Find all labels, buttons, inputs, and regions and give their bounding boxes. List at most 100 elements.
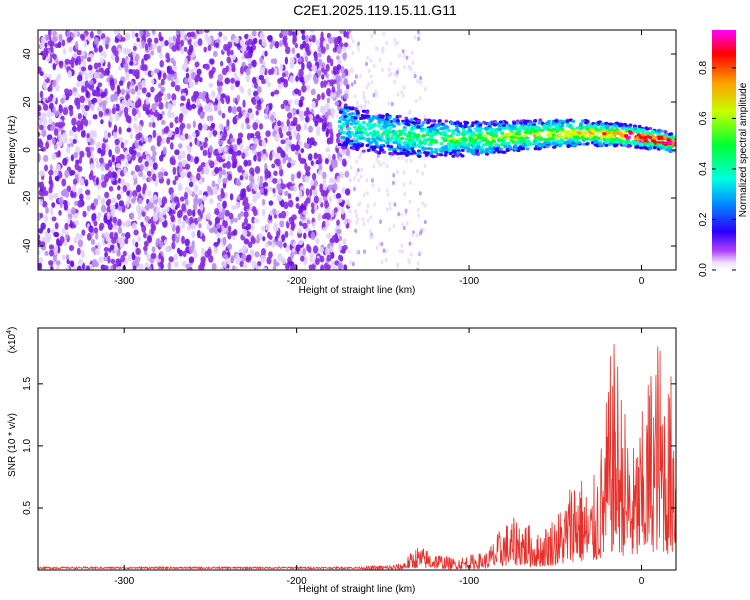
heatmap-cell	[366, 114, 371, 118]
heatmap-cell	[476, 142, 481, 146]
heatmap-cell	[226, 50, 231, 57]
heatmap-cell	[132, 265, 137, 270]
heatmap-cell	[51, 202, 56, 208]
heatmap-cell	[410, 50, 414, 55]
heatmap-cell	[604, 125, 609, 129]
heatmap-cell	[59, 236, 65, 244]
heatmap-cell	[38, 257, 44, 264]
heatmap-cell	[272, 187, 276, 194]
heatmap-cell	[276, 120, 282, 127]
heatmap-cell	[408, 260, 412, 265]
heatmap-cell	[262, 148, 267, 154]
heatmap-cell	[382, 161, 386, 166]
heatmap-cell	[268, 200, 274, 206]
heatmap-cell	[276, 182, 282, 190]
heatmap-cell	[64, 190, 70, 199]
heatmap-cell	[614, 127, 619, 131]
heatmap-cell	[516, 140, 521, 144]
heatmap-cell	[137, 214, 142, 220]
heatmap-cell	[439, 127, 444, 131]
heatmap-cell	[353, 116, 358, 120]
heatmap-cell	[596, 120, 601, 125]
heatmap-cell	[535, 138, 540, 142]
heatmap-cell	[496, 150, 501, 154]
heatmap-cell	[170, 112, 175, 118]
heatmap-cell	[489, 132, 494, 137]
heatmap-cell	[202, 123, 208, 131]
heatmap-cell	[105, 234, 109, 242]
heatmap-cell	[341, 107, 346, 112]
heatmap-cell	[330, 210, 335, 218]
heatmap-cell	[107, 171, 113, 179]
heatmap-cell	[349, 165, 353, 170]
heatmap-cell	[324, 247, 330, 256]
heatmap-cell	[80, 51, 86, 57]
heatmap-cell	[204, 30, 210, 34]
heatmap-cell	[202, 90, 207, 96]
heatmap-cell	[281, 125, 288, 132]
heatmap-cell	[593, 141, 598, 145]
heatmap-cell	[249, 174, 254, 183]
heatmap-cell	[305, 34, 310, 43]
heatmap-cell	[395, 119, 400, 123]
heatmap-cell	[243, 111, 247, 119]
heatmap-cell	[575, 126, 580, 130]
heatmap-cell	[48, 118, 53, 124]
heatmap-cell	[604, 143, 609, 147]
heatmap-cell	[663, 130, 668, 134]
heatmap-cell	[455, 154, 460, 158]
heatmap-cell	[113, 130, 118, 139]
heatmap-cell	[370, 80, 374, 85]
heatmap-cell	[322, 179, 327, 185]
heatmap-cell	[294, 98, 300, 106]
heatmap-cell	[404, 208, 408, 214]
heatmap-cell	[294, 88, 300, 95]
heatmap-cell	[97, 147, 102, 154]
heatmap-cell	[90, 239, 96, 246]
heatmap-cell	[99, 57, 105, 64]
heatmap-cell	[135, 133, 141, 141]
heatmap-cell	[297, 239, 304, 246]
heatmap-cell	[544, 121, 549, 125]
heatmap-cell	[304, 56, 309, 63]
heatmap-cell	[93, 198, 99, 207]
heatmap-cell	[483, 134, 488, 138]
heatmap-cell	[533, 129, 538, 133]
heatmap-cell	[232, 161, 237, 169]
heatmap-cell	[366, 139, 371, 143]
heatmap-cell	[91, 97, 98, 104]
heatmap-cell	[261, 139, 267, 148]
heatmap-cell	[204, 250, 210, 258]
heatmap-cell	[274, 152, 280, 161]
heatmap-cell	[369, 229, 372, 234]
heatmap-cell	[98, 110, 104, 118]
heatmap-cell	[218, 87, 222, 96]
heatmap-cell	[404, 158, 408, 164]
heatmap-cell	[652, 146, 657, 150]
heatmap-cell	[359, 73, 362, 79]
heatmap-cell	[274, 134, 280, 143]
heatmap-cell	[41, 112, 47, 118]
heatmap-cell	[349, 260, 353, 265]
heatmap-cell	[500, 131, 505, 136]
heatmap-cell	[239, 38, 245, 47]
heatmap-cell	[352, 125, 357, 129]
heatmap-cell	[475, 152, 480, 157]
heatmap-cell	[65, 234, 69, 240]
heatmap-cell	[44, 49, 49, 55]
heatmap-cell	[259, 123, 264, 130]
heatmap-cell	[321, 122, 328, 130]
heatmap-cell	[553, 141, 558, 146]
heatmap-cell	[43, 164, 49, 172]
heatmap-cell	[48, 74, 52, 79]
heatmap-cell	[274, 41, 280, 49]
colorbar-tick-label: 0.8	[698, 61, 709, 75]
heatmap-cell	[365, 122, 370, 126]
heatmap-cell	[395, 152, 400, 156]
heatmap-cell	[301, 215, 306, 221]
heatmap-cell	[196, 167, 201, 173]
heatmap-cell	[181, 235, 185, 245]
heatmap-cell	[86, 132, 90, 139]
heatmap-cell	[187, 208, 193, 217]
heatmap-cell	[98, 45, 103, 54]
